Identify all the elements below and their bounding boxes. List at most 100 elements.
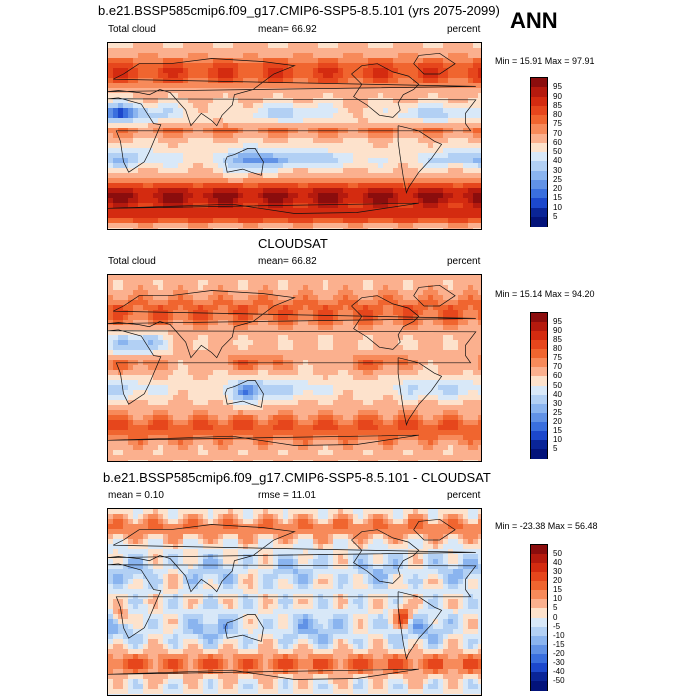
field-cell (268, 223, 274, 229)
field-cell (138, 385, 144, 391)
field-cell (273, 53, 279, 59)
field-cell (398, 188, 404, 194)
field-cell (163, 290, 169, 296)
field-cell (178, 138, 184, 144)
field-cell (423, 320, 429, 326)
field-cell (313, 63, 319, 69)
field-cell (293, 68, 299, 74)
field-cell (123, 63, 129, 69)
field-cell (118, 350, 124, 356)
field-cell (303, 163, 309, 169)
field-cell (398, 285, 404, 291)
field-cell (293, 173, 299, 179)
field-cell (473, 365, 479, 371)
field-cell (223, 320, 229, 326)
field-cell (158, 390, 164, 396)
field-cell (223, 48, 229, 54)
field-cell (168, 390, 174, 396)
field-cell (463, 203, 469, 209)
field-cell (383, 108, 389, 114)
field-cell (143, 385, 149, 391)
field-cell (363, 315, 369, 321)
field-cell (453, 390, 459, 396)
field-cell (113, 113, 119, 119)
field-cell (448, 285, 454, 291)
field-cell (133, 183, 139, 189)
field-cell (393, 330, 399, 336)
field-cell (443, 163, 449, 169)
field-cell (243, 380, 249, 386)
field-cell (143, 410, 149, 416)
field-cell (148, 113, 154, 119)
field-cell (213, 365, 219, 371)
field-cell (238, 315, 244, 321)
field-cell (413, 163, 419, 169)
field-cell (143, 163, 149, 169)
field-cell (138, 320, 144, 326)
field-cell (208, 295, 214, 301)
field-cell (388, 98, 394, 104)
field-cell (153, 203, 159, 209)
field-cell (403, 305, 409, 311)
field-cell (418, 350, 424, 356)
field-cell (403, 375, 409, 381)
field-cell (433, 223, 439, 229)
field-cell (193, 400, 199, 406)
field-cell (418, 295, 424, 301)
field-cell (338, 390, 344, 396)
field-cell (203, 178, 209, 184)
field-cell (343, 400, 349, 406)
field-cell (243, 123, 249, 129)
field-cell (428, 223, 434, 229)
field-cell (163, 53, 169, 59)
field-cell (423, 118, 429, 124)
field-cell (468, 228, 474, 229)
field-cell (138, 53, 144, 59)
field-cell (398, 113, 404, 119)
panel-1-units-label: percent (447, 24, 481, 35)
field-cell (238, 58, 244, 64)
field-cell (193, 98, 199, 104)
field-cell (168, 228, 174, 229)
field-cell (158, 183, 164, 189)
field-cell (138, 103, 144, 109)
field-cell (293, 98, 299, 104)
field-cell (348, 58, 354, 64)
field-cell (118, 188, 124, 194)
field-cell (388, 158, 394, 164)
field-cell (338, 203, 344, 209)
field-cell (393, 108, 399, 114)
field-cell (208, 385, 214, 391)
field-cell (308, 98, 314, 104)
field-cell (453, 405, 459, 411)
field-cell (133, 400, 139, 406)
field-cell (278, 400, 284, 406)
field-cell (278, 183, 284, 189)
field-cell (473, 183, 479, 189)
field-cell (313, 345, 319, 351)
field-cell (323, 118, 329, 124)
field-cell (248, 68, 254, 74)
field-cell (218, 300, 224, 306)
field-cell (408, 163, 414, 169)
field-cell (128, 295, 134, 301)
field-cell (448, 228, 454, 229)
field-cell (208, 113, 214, 119)
field-cell (108, 405, 114, 411)
field-cell (458, 163, 464, 169)
field-cell (273, 73, 279, 79)
field-cell (268, 385, 274, 391)
field-cell (423, 400, 429, 406)
field-cell (313, 395, 319, 401)
field-cell (438, 410, 444, 416)
field-cell (268, 410, 274, 416)
field-cell (393, 228, 399, 229)
field-cell (148, 198, 154, 204)
field-cell (318, 183, 324, 189)
field-cell (128, 78, 134, 84)
field-cell (143, 43, 149, 49)
field-cell (438, 400, 444, 406)
field-cell (368, 163, 374, 169)
field-cell (238, 108, 244, 114)
field-cell (338, 350, 344, 356)
